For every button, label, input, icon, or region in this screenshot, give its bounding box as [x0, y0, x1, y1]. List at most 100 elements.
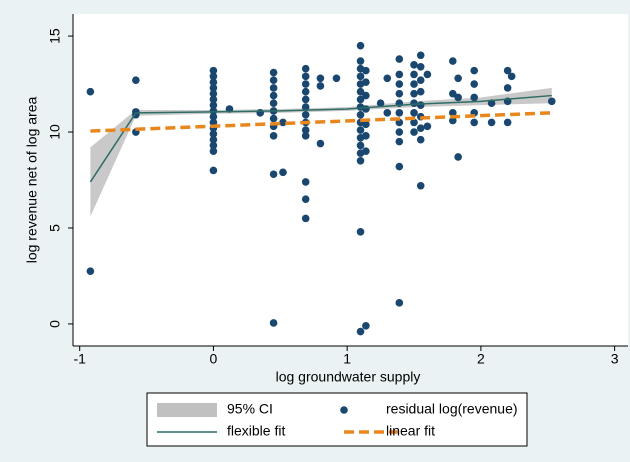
point: [209, 107, 218, 115]
point: [301, 110, 310, 119]
point: [209, 84, 218, 92]
point: [454, 93, 462, 102]
point: [86, 87, 95, 96]
point: [269, 114, 278, 123]
point: [269, 91, 278, 100]
point: [416, 181, 425, 190]
point: [209, 72, 218, 81]
point: [449, 116, 457, 125]
legend-label: linear fit: [386, 423, 435, 439]
point: [209, 78, 218, 86]
point: [423, 122, 432, 131]
point: [395, 70, 404, 79]
point: [362, 91, 370, 100]
point: [356, 95, 365, 104]
point: [383, 74, 392, 83]
point: [209, 147, 218, 156]
y-tick-label: 15: [47, 28, 63, 44]
point: [301, 95, 310, 104]
point: [454, 74, 462, 83]
point: [395, 55, 404, 63]
point: [487, 118, 496, 127]
point: [301, 126, 310, 134]
point: [503, 118, 512, 127]
point: [362, 66, 370, 75]
point: [301, 214, 310, 223]
point: [376, 99, 385, 108]
legend-label: residual log(revenue): [386, 401, 518, 417]
point: [395, 109, 404, 117]
point: [279, 168, 287, 177]
point: [356, 327, 365, 336]
x-tick-label: 1: [343, 351, 351, 367]
point: [410, 99, 418, 108]
point: [269, 170, 278, 179]
point: [316, 82, 325, 90]
point: [410, 89, 418, 98]
point: [362, 78, 370, 86]
point: [470, 66, 479, 75]
point: [209, 130, 218, 138]
point: [383, 109, 392, 117]
point: [209, 166, 218, 175]
legend-swatch: [157, 403, 217, 417]
point: [449, 89, 457, 98]
point: [301, 178, 310, 186]
x-axis-title: log groundwater supply: [276, 369, 421, 385]
point: [269, 319, 278, 327]
y-tick-label: 5: [47, 224, 63, 232]
point: [410, 61, 418, 69]
point: [86, 267, 95, 275]
legend: [146, 392, 528, 447]
point: [316, 74, 325, 83]
legend-label: flexible fit: [227, 423, 285, 439]
point: [301, 195, 310, 203]
point: [301, 64, 310, 73]
point: [279, 118, 287, 127]
point: [410, 128, 418, 136]
point: [395, 80, 404, 88]
point: [301, 80, 310, 88]
point: [416, 76, 425, 85]
point: [301, 87, 310, 96]
point: [269, 132, 278, 140]
fit-line: [89, 94, 552, 183]
point: [395, 299, 404, 307]
legend-label: 95% CI: [227, 401, 273, 417]
point: [507, 72, 516, 81]
point: [449, 109, 457, 117]
legend-swatch: [340, 406, 348, 414]
point: [416, 62, 425, 71]
y-tick-label: 0: [47, 320, 63, 328]
point: [410, 80, 418, 88]
point: [410, 109, 418, 117]
x-tick-label: 3: [611, 351, 619, 367]
x-tick-label: 0: [210, 351, 218, 367]
point: [356, 72, 365, 81]
point: [395, 89, 404, 98]
point: [209, 118, 218, 127]
point: [362, 132, 370, 140]
point: [269, 68, 278, 77]
point: [356, 57, 365, 65]
point: [301, 103, 310, 111]
point: [449, 57, 457, 65]
point: [395, 137, 404, 146]
point: [256, 109, 265, 117]
point: [209, 135, 218, 144]
point: [410, 70, 418, 79]
point: [356, 228, 365, 236]
dashed-line: [90, 111, 552, 133]
point: [316, 139, 325, 148]
point: [356, 141, 365, 150]
point: [470, 93, 479, 102]
point: [356, 41, 365, 50]
point: [470, 118, 479, 127]
point: [503, 66, 512, 75]
point: [416, 124, 425, 132]
point: [503, 84, 512, 92]
point: [209, 112, 218, 121]
point: [416, 101, 425, 109]
point: [269, 99, 278, 108]
